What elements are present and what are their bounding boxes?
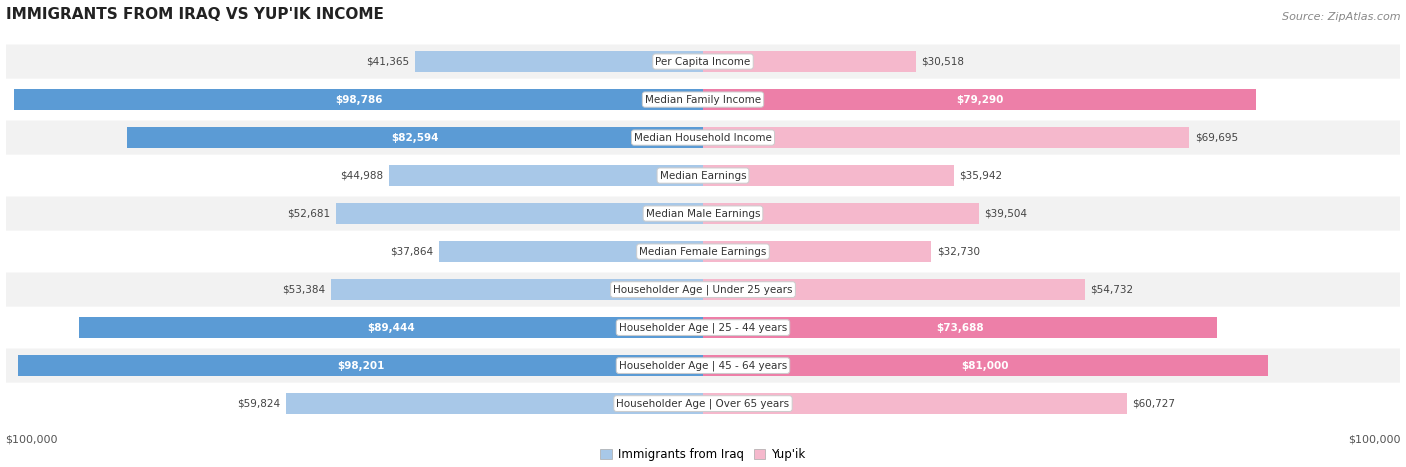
FancyBboxPatch shape (6, 158, 1400, 192)
FancyBboxPatch shape (6, 273, 1400, 307)
Text: $35,942: $35,942 (959, 170, 1002, 181)
Text: $73,688: $73,688 (936, 323, 984, 333)
Text: $41,365: $41,365 (366, 57, 409, 67)
Text: Householder Age | Over 65 years: Householder Age | Over 65 years (616, 398, 790, 409)
FancyBboxPatch shape (703, 127, 1189, 148)
Text: $59,824: $59,824 (238, 399, 280, 409)
Text: $98,201: $98,201 (337, 361, 384, 371)
Text: $89,444: $89,444 (367, 323, 415, 333)
Text: $52,681: $52,681 (287, 209, 330, 219)
FancyBboxPatch shape (703, 317, 1218, 338)
Text: $60,727: $60,727 (1132, 399, 1175, 409)
FancyBboxPatch shape (285, 393, 703, 414)
Legend: Immigrants from Iraq, Yup'ik: Immigrants from Iraq, Yup'ik (596, 443, 810, 466)
FancyBboxPatch shape (336, 203, 703, 224)
Text: Householder Age | Under 25 years: Householder Age | Under 25 years (613, 284, 793, 295)
FancyBboxPatch shape (6, 387, 1400, 421)
FancyBboxPatch shape (6, 311, 1400, 345)
FancyBboxPatch shape (6, 197, 1400, 231)
Text: Median Female Earnings: Median Female Earnings (640, 247, 766, 256)
Text: $54,732: $54,732 (1090, 284, 1133, 295)
Text: Median Household Income: Median Household Income (634, 133, 772, 142)
Text: $81,000: $81,000 (962, 361, 1010, 371)
Text: IMMIGRANTS FROM IRAQ VS YUP'IK INCOME: IMMIGRANTS FROM IRAQ VS YUP'IK INCOME (6, 7, 384, 21)
FancyBboxPatch shape (18, 355, 703, 376)
FancyBboxPatch shape (6, 234, 1400, 269)
FancyBboxPatch shape (703, 279, 1084, 300)
Text: $37,864: $37,864 (391, 247, 433, 256)
FancyBboxPatch shape (6, 44, 1400, 78)
Text: Median Family Income: Median Family Income (645, 95, 761, 105)
FancyBboxPatch shape (389, 165, 703, 186)
Text: $100,000: $100,000 (6, 435, 58, 445)
Text: Source: ZipAtlas.com: Source: ZipAtlas.com (1282, 12, 1400, 21)
Text: $32,730: $32,730 (936, 247, 980, 256)
Text: Median Male Earnings: Median Male Earnings (645, 209, 761, 219)
FancyBboxPatch shape (703, 393, 1126, 414)
Text: $100,000: $100,000 (1348, 435, 1400, 445)
FancyBboxPatch shape (703, 203, 979, 224)
Text: $39,504: $39,504 (984, 209, 1028, 219)
Text: Median Earnings: Median Earnings (659, 170, 747, 181)
Text: $98,786: $98,786 (335, 95, 382, 105)
Text: $82,594: $82,594 (391, 133, 439, 142)
FancyBboxPatch shape (79, 317, 703, 338)
FancyBboxPatch shape (14, 89, 703, 110)
Text: Householder Age | 45 - 64 years: Householder Age | 45 - 64 years (619, 361, 787, 371)
FancyBboxPatch shape (703, 51, 915, 72)
FancyBboxPatch shape (439, 241, 703, 262)
Text: $69,695: $69,695 (1195, 133, 1237, 142)
FancyBboxPatch shape (6, 120, 1400, 155)
FancyBboxPatch shape (703, 355, 1268, 376)
FancyBboxPatch shape (330, 279, 703, 300)
Text: $53,384: $53,384 (283, 284, 325, 295)
FancyBboxPatch shape (703, 241, 931, 262)
Text: $44,988: $44,988 (340, 170, 384, 181)
Text: $30,518: $30,518 (921, 57, 965, 67)
FancyBboxPatch shape (6, 348, 1400, 382)
FancyBboxPatch shape (415, 51, 703, 72)
FancyBboxPatch shape (6, 83, 1400, 117)
Text: Householder Age | 25 - 44 years: Householder Age | 25 - 44 years (619, 322, 787, 333)
Text: $79,290: $79,290 (956, 95, 1004, 105)
Text: Per Capita Income: Per Capita Income (655, 57, 751, 67)
FancyBboxPatch shape (703, 89, 1256, 110)
FancyBboxPatch shape (127, 127, 703, 148)
FancyBboxPatch shape (703, 165, 953, 186)
